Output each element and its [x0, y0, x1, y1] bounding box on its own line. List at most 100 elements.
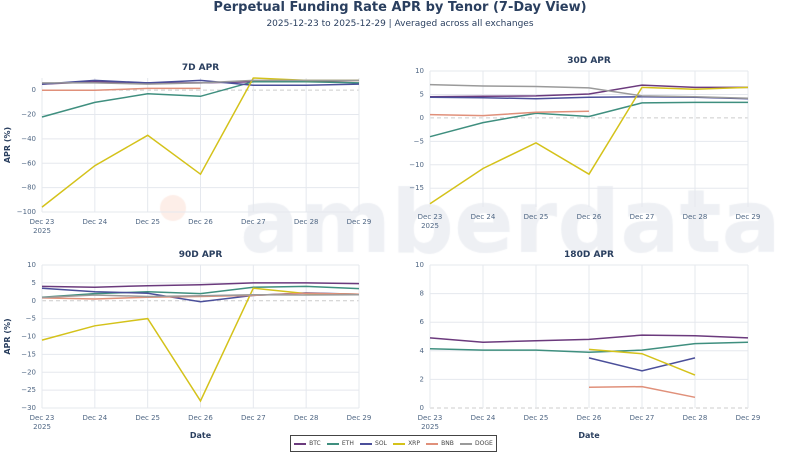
x-tick-label: Dec 26 — [577, 213, 602, 221]
series-line-sol — [41, 79, 360, 87]
legend-label: SOL — [375, 440, 387, 447]
series-line-bnb — [429, 110, 590, 117]
y-tick-label: −5 — [414, 137, 424, 145]
x-tick-label: Dec 29 — [347, 414, 372, 422]
legend-label: BTC — [309, 440, 321, 447]
y-tick-label: 0 — [32, 86, 36, 94]
legend-item-xrp[interactable]: XRP — [393, 440, 420, 447]
x-tick-label: Dec 26 — [188, 218, 213, 226]
y-tick-label: −20 — [21, 111, 36, 119]
legend-label: XRP — [408, 440, 420, 447]
subplot-title: 30D APR — [567, 56, 611, 66]
y-tick-label: 10 — [415, 261, 424, 269]
y-axis-label: APR (%) — [3, 318, 12, 354]
y-tick-label: 0 — [420, 114, 424, 122]
subplot-title: 90D APR — [179, 250, 223, 260]
series-line-xrp — [429, 86, 749, 205]
x-tick-label: Dec 25 — [524, 213, 549, 221]
series-line-btc — [429, 84, 748, 98]
x-tick-label: 2025 — [421, 222, 439, 230]
y-axis-label: APR (%) — [3, 127, 12, 163]
x-tick-label: Dec 23 — [30, 414, 55, 422]
x-tick-label: Dec 23 — [418, 213, 443, 221]
x-tick-label: Dec 25 — [135, 218, 160, 226]
series-line-bnb — [41, 292, 360, 300]
y-tick-label: −10 — [21, 333, 36, 341]
x-tick-label: 2025 — [33, 227, 51, 235]
series-line-sol — [588, 357, 696, 372]
legend-label: ETH — [341, 440, 354, 447]
y-tick-label: 10 — [27, 261, 36, 269]
series-line-eth — [41, 80, 360, 118]
y-tick-label: −5 — [26, 315, 36, 323]
legend-item-btc[interactable]: BTC — [294, 440, 321, 447]
x-tick-label: Dec 27 — [241, 414, 266, 422]
y-tick-label: 0 — [420, 404, 424, 412]
legend-swatch — [393, 442, 406, 445]
x-tick-label: 2025 — [33, 423, 51, 431]
x-tick-label: Dec 27 — [630, 213, 655, 221]
x-tick-label: Dec 27 — [630, 414, 655, 422]
series-line-bnb — [42, 87, 201, 91]
chart-title: Perpetual Funding Rate APR by Tenor (7-D… — [213, 0, 587, 15]
series-line-eth — [429, 341, 749, 353]
y-tick-label: 10 — [415, 67, 424, 75]
series-line-btc — [41, 282, 360, 288]
y-tick-label: −10 — [409, 161, 424, 169]
x-tick-label: Dec 26 — [188, 414, 213, 422]
y-tick-label: −60 — [21, 159, 36, 167]
x-tick-label: Dec 23 — [30, 218, 55, 226]
x-tick-label: Dec 24 — [471, 414, 496, 422]
x-tick-label: Dec 29 — [736, 213, 761, 221]
legend-item-bnb[interactable]: BNB — [426, 440, 454, 447]
legend-label: BNB — [441, 440, 454, 447]
x-tick-label: Dec 26 — [577, 414, 602, 422]
y-tick-label: 5 — [420, 90, 424, 98]
y-tick-label: −80 — [21, 184, 36, 192]
legend-swatch — [294, 442, 307, 445]
series-line-doge — [41, 293, 360, 299]
series-line-eth — [41, 285, 360, 298]
y-tick-label: −25 — [21, 386, 36, 394]
subplot-title: 7D APR — [182, 63, 219, 73]
x-axis-label: Date — [190, 431, 212, 440]
y-tick-label: −15 — [409, 184, 424, 192]
series-line-xrp — [588, 348, 696, 376]
y-tick-label: −30 — [21, 404, 36, 412]
x-tick-label: Dec 29 — [347, 218, 372, 226]
legend-swatch — [326, 442, 339, 445]
legend-item-sol[interactable]: SOL — [360, 440, 387, 447]
legend: BTC ETH SOL XRP BNB DOGE — [290, 435, 497, 452]
legend-swatch — [360, 442, 373, 445]
x-tick-label: Dec 28 — [683, 414, 708, 422]
x-tick-label: Dec 29 — [736, 414, 761, 422]
x-tick-label: Dec 28 — [294, 218, 319, 226]
x-tick-label: Dec 24 — [82, 218, 107, 226]
legend-swatch — [426, 442, 439, 445]
legend-swatch — [460, 442, 473, 445]
series-line-doge — [42, 79, 359, 85]
legend-item-eth[interactable]: ETH — [326, 440, 354, 447]
y-tick-label: 5 — [32, 279, 36, 287]
y-tick-label: 2 — [420, 375, 424, 383]
y-tick-label: 8 — [420, 290, 424, 298]
x-tick-label: Dec 24 — [471, 213, 496, 221]
x-axis-label: Date — [578, 431, 600, 440]
x-tick-label: 2025 — [421, 423, 439, 431]
x-tick-label: Dec 27 — [241, 218, 266, 226]
x-tick-label: Dec 28 — [294, 414, 319, 422]
series-line-doge — [429, 83, 749, 99]
x-tick-label: Dec 25 — [524, 414, 549, 422]
y-tick-label: −15 — [21, 350, 36, 358]
legend-item-doge[interactable]: DOGE — [460, 440, 493, 447]
x-tick-label: Dec 28 — [683, 213, 708, 221]
x-tick-label: Dec 24 — [82, 414, 107, 422]
chart-subtitle: 2025-12-23 to 2025-12-29 | Averaged acro… — [266, 19, 534, 29]
y-tick-label: −40 — [21, 135, 36, 143]
